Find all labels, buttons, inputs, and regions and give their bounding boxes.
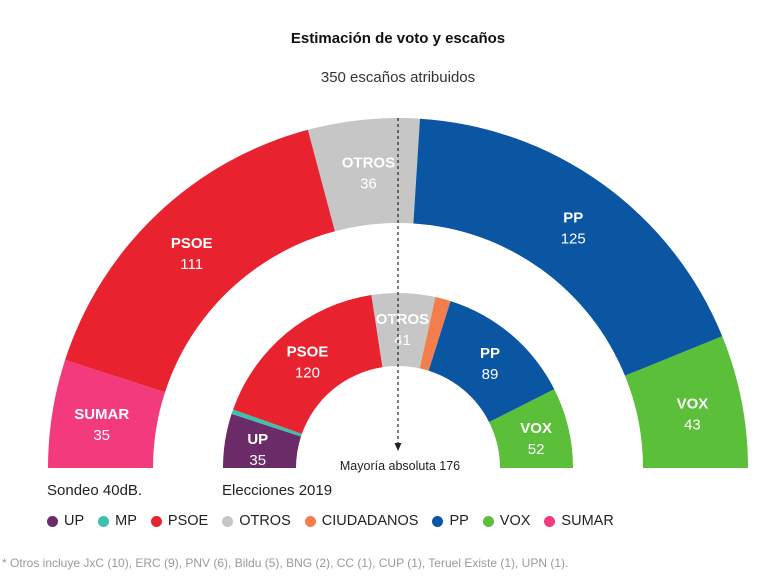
chart-subtitle: 350 escaños atribuidos <box>320 69 476 86</box>
legend-label-sumar: SUMAR <box>561 513 614 529</box>
outer-value-pp: 125 <box>561 231 586 248</box>
footnote: * Otros incluye JxC (10), ERC (9), PNV (… <box>2 556 569 570</box>
legend-label-up: UP <box>64 513 85 529</box>
caption-outer: Sondeo 40dB. <box>47 482 143 499</box>
outer-value-vox: 43 <box>684 416 701 433</box>
legend-item-vox: VOX <box>482 513 531 529</box>
legend-dot-psoe <box>150 515 162 527</box>
outer-label-vox: VOX <box>677 395 709 412</box>
outer-value-psoe: 111 <box>180 256 203 273</box>
inner-segment-otros <box>371 293 436 369</box>
inner-segment-mp <box>231 409 302 437</box>
inner-segment-psoe <box>233 295 383 434</box>
caption-inner: Elecciones 2019 <box>222 482 333 499</box>
legend-item-up: UP <box>47 513 84 529</box>
hemicycle-chart: SUMAR 35 PSOE 111 OTROS 36 PP 125 VOX 43 UP 35 PSOE… <box>48 117 748 473</box>
legend-label-mp: MP <box>115 513 137 529</box>
inner-label-pp: PP <box>480 345 500 362</box>
outer-segment-psoe <box>65 129 335 393</box>
chart-title: Estimación de voto y escaños <box>290 30 506 47</box>
inner-label-vox: VOX <box>520 420 552 437</box>
inner-value-up: 35 <box>249 452 266 469</box>
outer-value-sumar: 35 <box>93 427 110 444</box>
inner-segment-vox <box>489 389 573 468</box>
inner-segment-up <box>223 413 301 468</box>
outer-segment-otros <box>307 117 420 232</box>
legend-dot-pp <box>432 515 444 527</box>
legend-item-sumar: SUMAR <box>544 513 614 529</box>
legend-label-pp: PP <box>449 513 469 529</box>
legend-dot-mp <box>98 515 110 527</box>
legend-item-ciudadanos: CIUDADANOS <box>304 513 419 529</box>
outer-label-psoe: PSOE <box>171 235 213 252</box>
legend-dot-vox <box>482 515 494 527</box>
legend-label-psoe: PSOE <box>167 513 209 529</box>
inner-value-otros: 41 <box>394 332 411 349</box>
legend-item-otros: OTROS <box>222 513 291 529</box>
inner-value-psoe: 120 <box>295 365 320 382</box>
outer-label-pp: PP <box>563 210 583 227</box>
inner-ring: UP 35 PSOE 120 OTROS 41 PP 89 VOX 52 <box>223 293 573 469</box>
inner-label-psoe: PSOE <box>287 344 329 361</box>
legend-item-pp: PP <box>432 513 469 529</box>
legend-label-otros: OTROS <box>239 513 291 529</box>
outer-segment-vox <box>624 336 748 468</box>
legend-dot-ciudadanos <box>304 515 316 527</box>
inner-value-vox: 52 <box>528 441 545 458</box>
outer-segment-sumar <box>48 359 165 468</box>
inner-value-pp: 89 <box>482 366 499 383</box>
legend-dot-otros <box>222 515 234 527</box>
inner-segment-pp <box>428 301 555 423</box>
inner-segment-ciudadanos <box>419 297 451 371</box>
majority-label: Mayoría absoluta 176 <box>340 459 460 473</box>
inner-label-up: UP <box>247 431 268 448</box>
legend-item-mp: MP <box>98 513 137 529</box>
inner-label-otros: OTROS <box>376 311 429 328</box>
outer-value-otros: 36 <box>360 175 377 192</box>
legend-dot-up <box>47 515 58 527</box>
outer-label-sumar: SUMAR <box>74 406 129 423</box>
legend-label-vox: VOX <box>499 513 531 529</box>
legend-dot-sumar <box>544 515 556 527</box>
legend-label-ciudadanos: CIUDADANOS <box>321 513 419 529</box>
outer-segment-pp <box>413 118 723 376</box>
outer-ring: SUMAR 35 PSOE 111 OTROS 36 PP 125 VOX 43 <box>48 117 748 468</box>
outer-label-otros: OTROS <box>342 154 395 171</box>
legend-item-psoe: PSOE <box>150 513 209 529</box>
legend: UP MP PSOE OTROS CIUDADANOS PP VOX SUMAR <box>47 513 614 529</box>
majority-marker <box>394 443 402 451</box>
